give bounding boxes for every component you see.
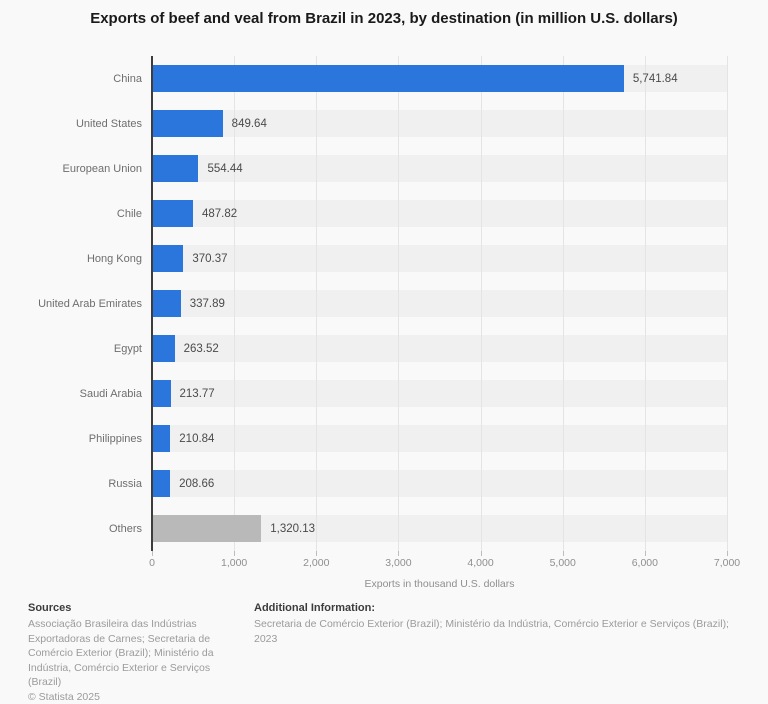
row-band (153, 425, 727, 452)
bar-row: United States 849.64 (0, 101, 768, 146)
tick-mark (152, 551, 153, 556)
x-tick-label: 1,000 (221, 557, 247, 569)
additional-info-column: Additional Information: Secretaria de Co… (242, 601, 740, 704)
additional-info-text: Secretaria de Comércio Exterior (Brazil)… (254, 617, 740, 646)
x-tick-label: 3,000 (385, 557, 411, 569)
bar (153, 425, 170, 452)
y-axis-line (151, 56, 153, 551)
bar (153, 335, 175, 362)
plot-area: China 5,741.84 United States 849.64 Euro… (0, 56, 768, 551)
bar-value-label: 554.44 (207, 163, 242, 175)
additional-info-header: Additional Information: (254, 601, 740, 616)
bar (153, 65, 624, 92)
chart-footer: Sources Associação Brasileira das Indúst… (0, 601, 768, 704)
bar (153, 245, 183, 272)
category-label: Chile (0, 208, 153, 220)
tick-mark (563, 551, 564, 556)
tick-mark (727, 551, 728, 556)
bar-value-label: 1,320.13 (270, 523, 315, 535)
x-axis-title: Exports in thousand U.S. dollars (152, 578, 727, 590)
tick-mark (645, 551, 646, 556)
category-label: Egypt (0, 343, 153, 355)
bar-track: 337.89 (153, 290, 727, 317)
tick-mark (316, 551, 317, 556)
bar-row: Russia 208.66 (0, 461, 768, 506)
bar-row: Hong Kong 370.37 (0, 236, 768, 281)
category-label: Russia (0, 478, 153, 490)
bar (153, 515, 261, 542)
tick-mark (481, 551, 482, 556)
bar-row: Egypt 263.52 (0, 326, 768, 371)
bar-value-label: 370.37 (192, 253, 227, 265)
tick-mark (234, 551, 235, 556)
row-band (153, 470, 727, 497)
bar-value-label: 263.52 (184, 343, 219, 355)
bar-track: 370.37 (153, 245, 727, 272)
bar-track: 554.44 (153, 155, 727, 182)
bar-row: European Union 554.44 (0, 146, 768, 191)
sources-text: Associação Brasileira das Indústrias Exp… (28, 617, 242, 690)
x-tick-label: 4,000 (467, 557, 493, 569)
bar (153, 200, 193, 227)
bar-row: Others 1,320.13 (0, 506, 768, 551)
category-label: United Arab Emirates (0, 298, 153, 310)
bar-value-label: 5,741.84 (633, 73, 678, 85)
row-band (153, 290, 727, 317)
copyright-text: © Statista 2025 (28, 690, 242, 704)
chart-title: Exports of beef and veal from Brazil in … (0, 0, 768, 29)
bar-row: United Arab Emirates 337.89 (0, 281, 768, 326)
bar-value-label: 849.64 (232, 118, 267, 130)
sources-header: Sources (28, 601, 242, 616)
category-label: Philippines (0, 433, 153, 445)
row-band (153, 335, 727, 362)
x-tick-label: 0 (149, 557, 155, 569)
bar-track: 1,320.13 (153, 515, 727, 542)
row-band (153, 200, 727, 227)
bar-track: 213.77 (153, 380, 727, 407)
category-label: United States (0, 118, 153, 130)
bar (153, 290, 181, 317)
bar-row: China 5,741.84 (0, 56, 768, 101)
row-band (153, 245, 727, 272)
category-label: Others (0, 523, 153, 535)
bar-row: Philippines 210.84 (0, 416, 768, 461)
bar-track: 5,741.84 (153, 65, 727, 92)
bar-row: Chile 487.82 (0, 191, 768, 236)
bar-track: 487.82 (153, 200, 727, 227)
bar-value-label: 210.84 (179, 433, 214, 445)
bar-track: 210.84 (153, 425, 727, 452)
x-tick-label: 7,000 (714, 557, 740, 569)
sources-column: Sources Associação Brasileira das Indúst… (28, 601, 242, 704)
bar (153, 380, 171, 407)
x-tick-label: 2,000 (303, 557, 329, 569)
bar-track: 263.52 (153, 335, 727, 362)
bar (153, 155, 198, 182)
tick-mark (398, 551, 399, 556)
bar-value-label: 213.77 (180, 388, 215, 400)
bar-value-label: 208.66 (179, 478, 214, 490)
category-label: Hong Kong (0, 253, 153, 265)
bar-rows: China 5,741.84 United States 849.64 Euro… (0, 56, 768, 551)
row-band (153, 380, 727, 407)
x-tick-label: 5,000 (550, 557, 576, 569)
x-tick-label: 6,000 (632, 557, 658, 569)
category-label: China (0, 73, 153, 85)
bar (153, 470, 170, 497)
bar (153, 110, 223, 137)
bar-value-label: 337.89 (190, 298, 225, 310)
bar-value-label: 487.82 (202, 208, 237, 220)
bar-row: Saudi Arabia 213.77 (0, 371, 768, 416)
category-label: European Union (0, 163, 153, 175)
category-label: Saudi Arabia (0, 388, 153, 400)
bar-track: 208.66 (153, 470, 727, 497)
bar-track: 849.64 (153, 110, 727, 137)
